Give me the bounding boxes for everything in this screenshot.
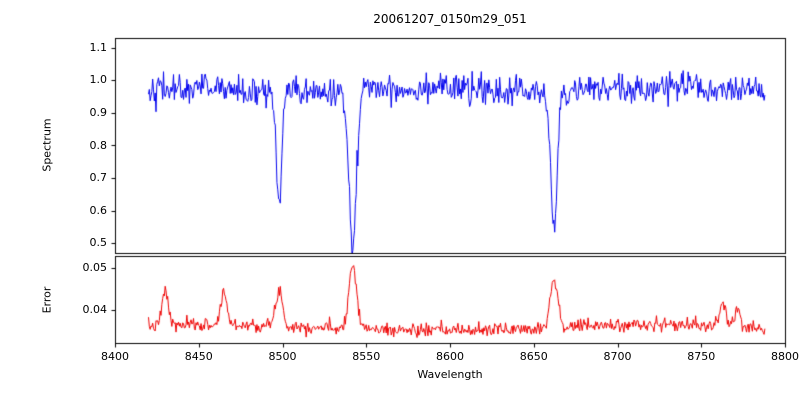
y-axis-label-error: Error — [40, 286, 54, 314]
x-axis-label: Wavelength — [417, 368, 483, 381]
y-axis-label-spectrum: Spectrum — [40, 118, 54, 172]
chart-title: 20061207_0150m29_051 — [373, 12, 527, 26]
